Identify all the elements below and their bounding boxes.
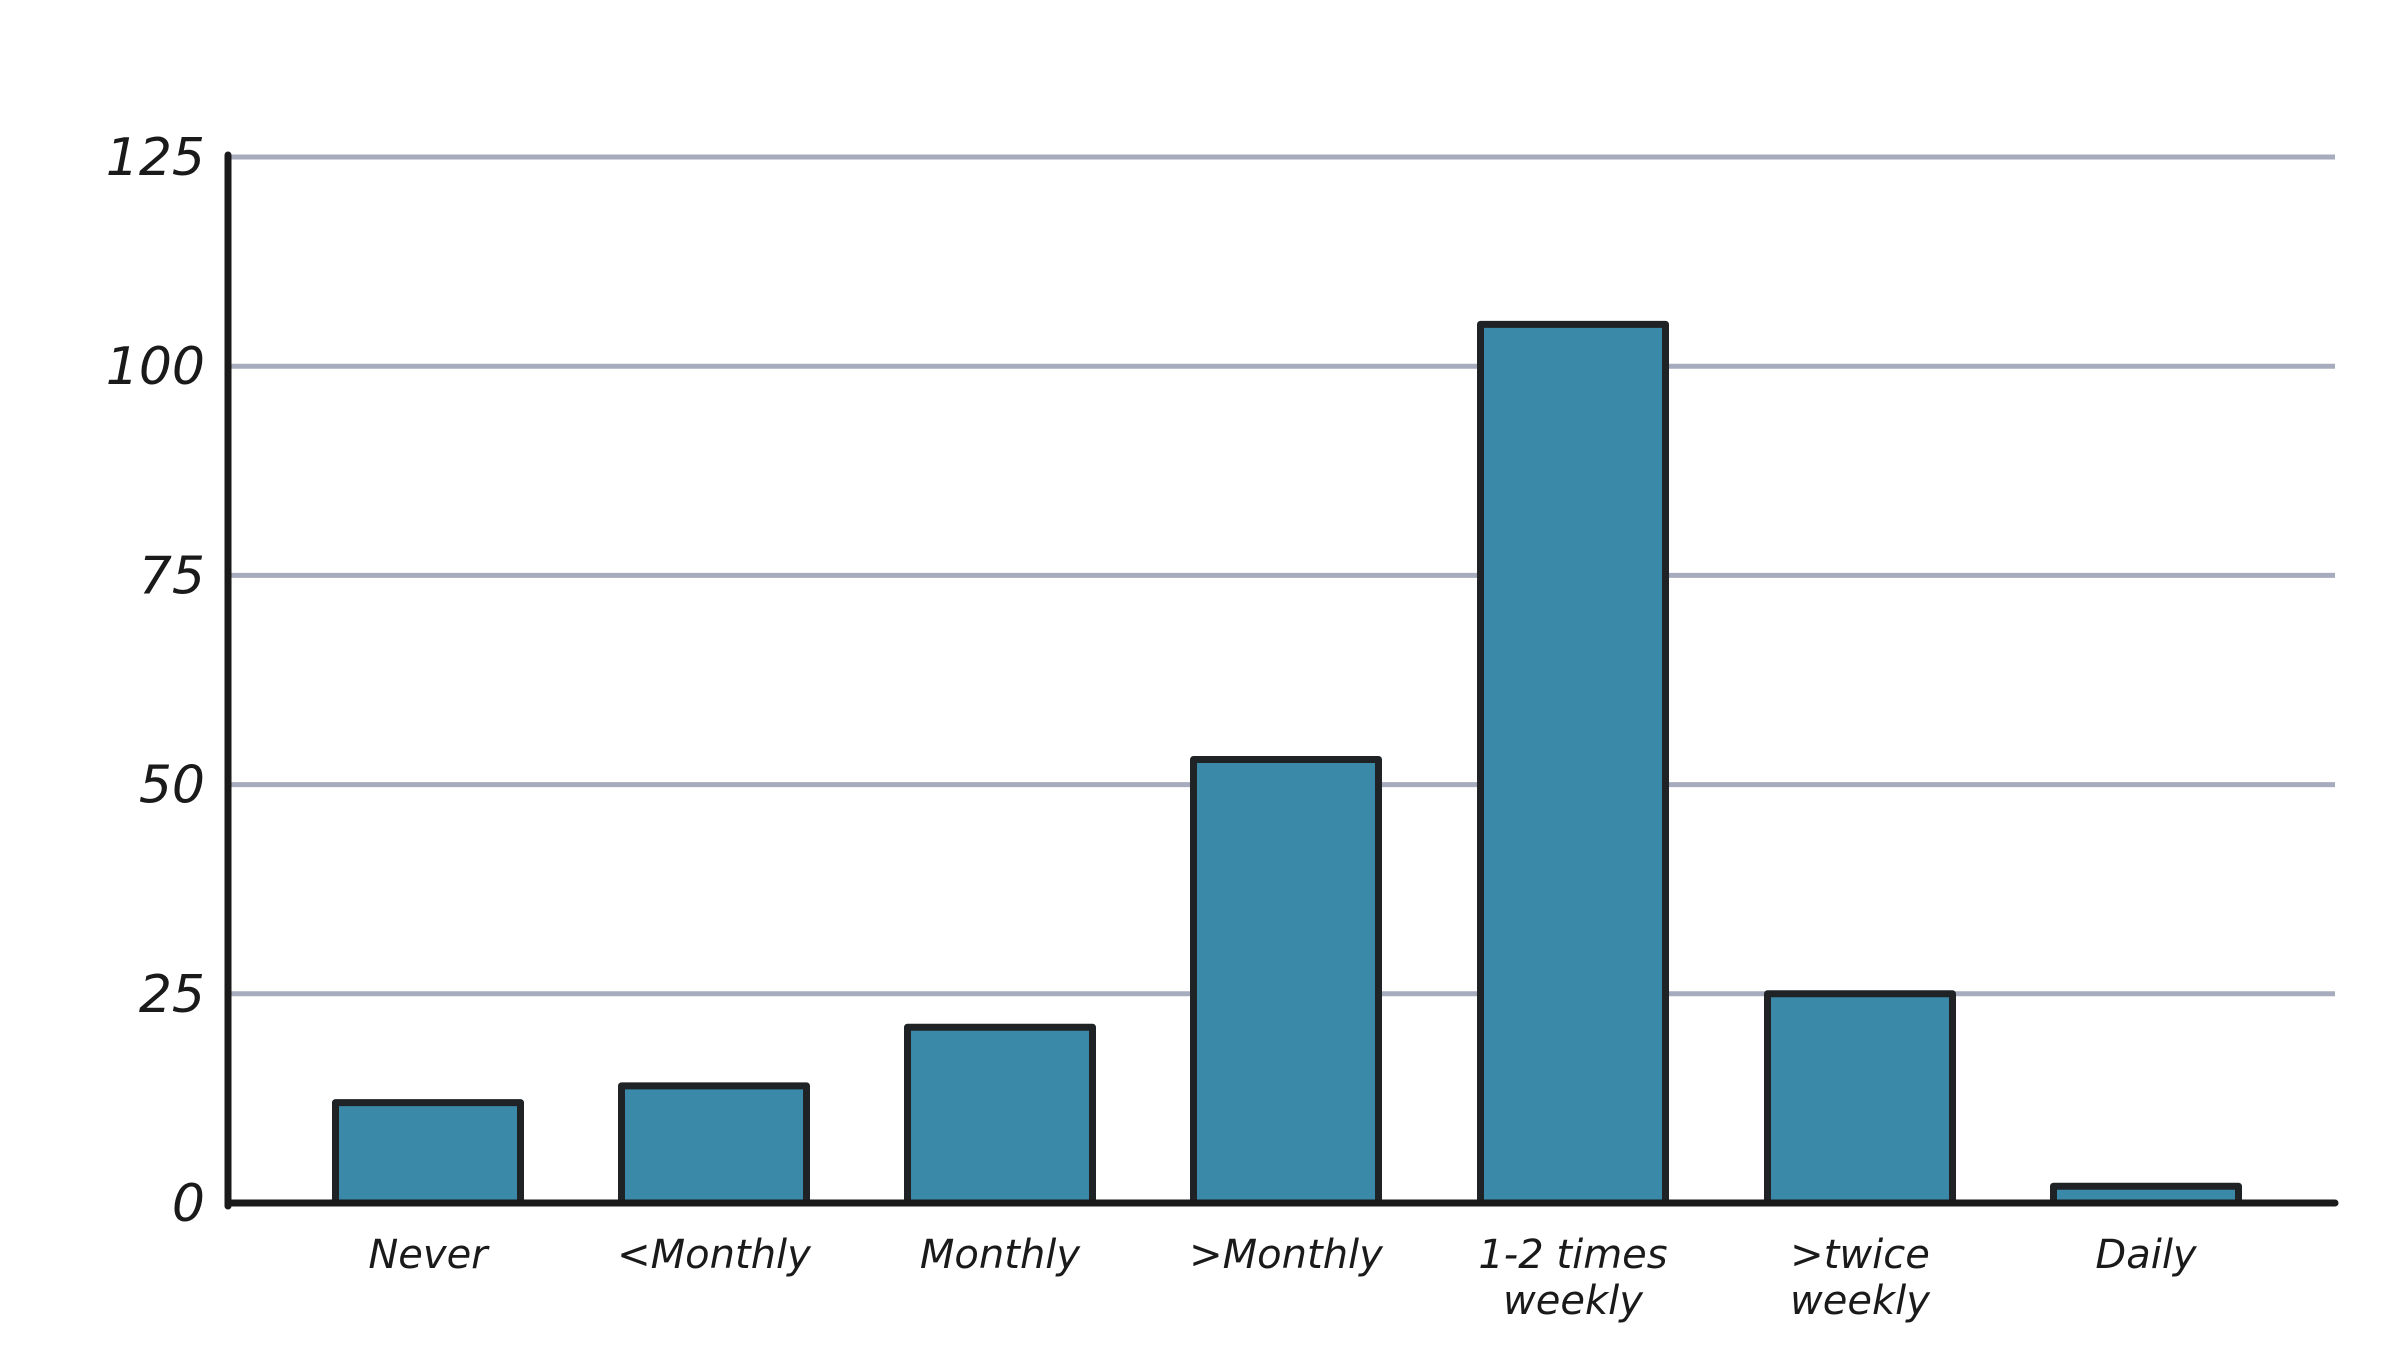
y-tick-label-50: 50	[139, 756, 205, 816]
bar-0	[332, 1099, 524, 1207]
x-category-label-line: Never	[368, 1232, 490, 1278]
x-category-label-line: weekly	[1503, 1278, 1644, 1324]
x-category-label-line: 1-2 times	[1478, 1232, 1667, 1278]
y-tick-label-25: 25	[139, 965, 205, 1025]
x-category-label-line: weekly	[1790, 1278, 1931, 1324]
y-tick-labels: 0 25 50 75 100 125	[106, 128, 205, 1234]
x-category-label-line: >Monthly	[1189, 1232, 1384, 1278]
bar-3	[1190, 755, 1382, 1207]
x-category-label-3: >Monthly	[1189, 1232, 1384, 1278]
bar-1	[618, 1082, 810, 1207]
x-category-label-2: Monthly	[920, 1232, 1081, 1278]
axes	[224, 151, 2339, 1210]
x-category-label-6: Daily	[2095, 1232, 2198, 1278]
y-tick-label-75: 75	[139, 546, 205, 606]
x-category-label-4: 1-2 times weekly	[1478, 1232, 1667, 1324]
y-tick-label-0: 0	[172, 1174, 205, 1234]
x-category-label-line: Monthly	[920, 1232, 1081, 1278]
bar-5	[1764, 990, 1956, 1207]
bar-4	[1477, 320, 1669, 1207]
gridlines	[228, 154, 2335, 997]
bar-2	[904, 1023, 1096, 1207]
x-category-label-0: Never	[368, 1232, 490, 1278]
y-tick-label-100: 100	[106, 337, 205, 397]
x-category-label-1: <Monthly	[617, 1232, 812, 1278]
x-category-label-line: Daily	[2095, 1232, 2198, 1278]
x-category-label-line: >twice	[1790, 1232, 1930, 1278]
x-category-labels: Never <Monthly Monthly >Monthly 1-2 times wee…	[368, 1232, 2198, 1324]
x-category-label-5: >twice weekly	[1790, 1232, 1931, 1324]
bars	[332, 320, 2242, 1207]
y-tick-label-125: 125	[106, 128, 205, 188]
x-category-label-line: <Monthly	[617, 1232, 812, 1278]
